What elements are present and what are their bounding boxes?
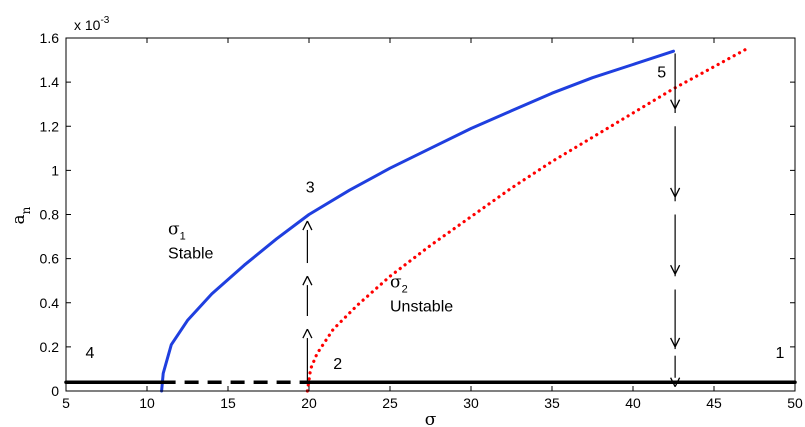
x-tick-label: 40 bbox=[625, 395, 641, 411]
jump-up-arrowhead bbox=[302, 220, 313, 231]
series-line-1 bbox=[305, 47, 749, 393]
y-tick-label: 1.2 bbox=[40, 118, 60, 134]
x-axis-label: σ bbox=[425, 410, 437, 427]
jump-up-arrowhead bbox=[302, 275, 313, 286]
jump-down-arrowhead bbox=[670, 187, 681, 198]
y-tick-label: 0 bbox=[51, 383, 59, 399]
jump-down-arrowhead bbox=[670, 99, 681, 109]
annotation-label: Stable bbox=[168, 246, 213, 263]
x-tick-label: 35 bbox=[544, 395, 560, 411]
x-tick-label: 45 bbox=[706, 395, 722, 411]
annotation-label: 3 bbox=[306, 179, 315, 196]
series-line-0 bbox=[160, 49, 675, 393]
x-tick-label: 30 bbox=[463, 395, 479, 411]
annotation-label: Unstable bbox=[390, 299, 453, 316]
y-multiplier-exponent: -3 bbox=[100, 15, 109, 26]
x-tick-label: 20 bbox=[301, 395, 317, 411]
y-tick-label: 0.2 bbox=[40, 339, 60, 355]
y-axis-label-base: a bbox=[9, 214, 29, 224]
x-tick-label: 15 bbox=[220, 395, 236, 411]
annotation-label: 1 bbox=[776, 345, 785, 362]
y-multiplier-base: x 10 bbox=[74, 17, 101, 33]
y-tick-label: 1.6 bbox=[40, 30, 60, 46]
y-tick-label: 0.4 bbox=[40, 295, 60, 311]
sigma-label: σ1 bbox=[168, 219, 186, 242]
x-tick-label: 10 bbox=[139, 395, 155, 411]
jump-down-arrowhead bbox=[670, 264, 681, 275]
annotation-label: 4 bbox=[85, 345, 94, 362]
y-tick-label: 0.6 bbox=[40, 251, 60, 267]
axes: 5 10 15 20 25 30 35 40 45 5000.20.40.60.811.21.41… bbox=[9, 15, 803, 427]
jump-down-arrowhead bbox=[670, 377, 681, 387]
y-tick-label: 0.8 bbox=[40, 207, 60, 223]
y-tick-label: 1 bbox=[51, 162, 59, 178]
annotation-label: 2 bbox=[333, 356, 342, 373]
x-tick-label: 25 bbox=[382, 395, 398, 411]
sigma-subscript: 2 bbox=[402, 283, 408, 295]
y-axis-label-sub: n bbox=[19, 206, 33, 214]
sigma-symbol: σ bbox=[168, 219, 180, 239]
y-multiplier: x 10-3 bbox=[74, 15, 110, 33]
annotation-label: 5 bbox=[657, 65, 666, 82]
sigma-subscript: 1 bbox=[180, 230, 186, 242]
jump-up-arrowhead bbox=[302, 328, 313, 339]
sigma-label: σ2 bbox=[390, 272, 408, 295]
x-tick-label: 5 bbox=[62, 395, 70, 411]
y-tick-label: 1.4 bbox=[40, 74, 60, 90]
x-tick-label: 50 bbox=[787, 395, 803, 411]
jump-down-arrowhead bbox=[670, 337, 681, 348]
y-axis-label: an bbox=[9, 206, 33, 224]
sigma-symbol: σ bbox=[390, 272, 402, 292]
